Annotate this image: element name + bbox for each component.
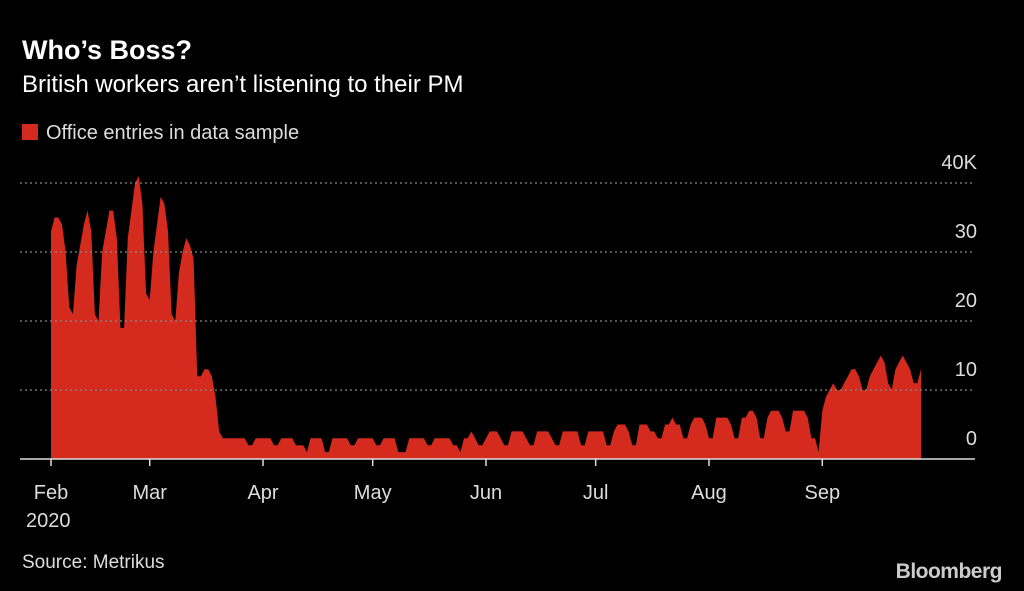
x-tick-label: Jun (470, 482, 502, 504)
y-tick-label: 0 (966, 428, 977, 450)
legend-swatch (22, 124, 38, 140)
y-tick-label: 10 (955, 359, 977, 381)
x-tick-label: Sep (805, 482, 841, 504)
year-label: 2020 (26, 510, 71, 532)
chart-subtitle: British workers aren’t listening to thei… (22, 71, 464, 98)
x-tick-label: Mar (132, 482, 167, 504)
chart-title: Who’s Boss? (22, 35, 192, 65)
y-tick-label: 30 (955, 221, 977, 243)
brand: Bloomberg (896, 560, 1002, 583)
y-tick-label: 40K (941, 152, 977, 174)
y-tick-label: 20 (955, 290, 977, 312)
area (51, 176, 921, 459)
x-tick-label: Apr (247, 482, 278, 504)
x-tick-label: Feb (34, 482, 68, 504)
x-tick-label: Aug (691, 482, 727, 504)
legend-label: Office entries in data sample (46, 122, 299, 144)
x-tick-label: May (354, 482, 392, 504)
source: Source: Metrikus (22, 552, 165, 573)
x-tick-label: Jul (583, 482, 609, 504)
